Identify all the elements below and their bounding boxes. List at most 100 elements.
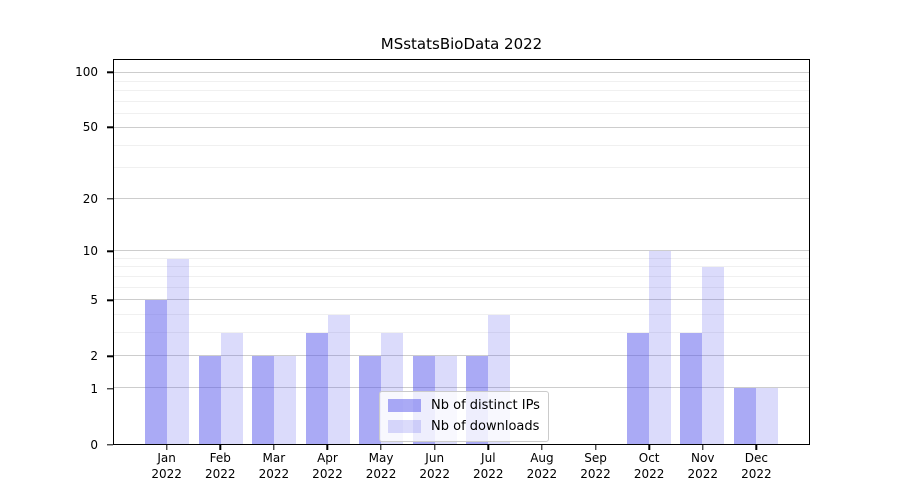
x-tick-label-nov-2022: Nov 2022 bbox=[687, 451, 718, 482]
y-tick-mark-10 bbox=[107, 250, 113, 253]
bar-apr-2022-nb-of-distinct-ips bbox=[305, 332, 328, 444]
gridline-major-100 bbox=[114, 72, 809, 74]
x-tick-label-oct-2022: Oct 2022 bbox=[634, 451, 665, 482]
y-axis-labels: 100 50 20 10 5 2 1 0 bbox=[0, 59, 106, 452]
x-tick-label-jan-2022: Jan 2022 bbox=[151, 451, 182, 482]
y-tick-label-100: 100 bbox=[75, 65, 98, 80]
y-tick-label-0: 0 bbox=[90, 438, 98, 452]
bar-feb-2022-nb-of-distinct-ips bbox=[198, 355, 221, 444]
x-axis-labels: Jan 2022 Feb 2022 Mar 2022 Apr 2022 May 2022 Jun 20… bbox=[113, 451, 810, 491]
y-tick-label-10: 10 bbox=[82, 244, 98, 259]
x-label-year: 2022 bbox=[580, 466, 611, 481]
legend-row-nb-of-downloads: Nb of downloads bbox=[388, 419, 540, 434]
x-tick-label-aug-2022: Aug 2022 bbox=[527, 451, 558, 482]
x-tick-mark-jan bbox=[165, 445, 168, 450]
x-label-month: Jan bbox=[157, 451, 176, 465]
legend-row-nb-of-distinct-ips: Nb of distinct IPs bbox=[388, 398, 540, 413]
y-tick-mark-20 bbox=[107, 198, 113, 200]
x-label-year: 2022 bbox=[312, 466, 343, 481]
x-label-year: 2022 bbox=[419, 466, 450, 481]
x-label-month: May bbox=[368, 451, 394, 465]
y-tick-mark-5 bbox=[107, 299, 113, 301]
x-label-month: Oct bbox=[638, 451, 660, 465]
bar-may-2022-nb-of-distinct-ips bbox=[359, 355, 382, 444]
gridline-minor-3 bbox=[114, 331, 809, 333]
gridline-minor-9 bbox=[114, 258, 809, 259]
gridline-major-2 bbox=[114, 354, 809, 356]
x-tick-label-dec-2022: Dec 2022 bbox=[741, 451, 772, 482]
gridline-minor-7 bbox=[114, 275, 809, 277]
y-axis-ticks bbox=[107, 59, 113, 446]
y-tick-label-5: 5 bbox=[90, 293, 98, 308]
bar-nov-2022-nb-of-downloads bbox=[702, 267, 725, 444]
bar-oct-2022-nb-of-downloads bbox=[648, 251, 671, 444]
y-tick-label-50: 50 bbox=[82, 120, 98, 135]
y-tick-mark-2 bbox=[107, 355, 113, 357]
bar-jan-2022-nb-of-distinct-ips bbox=[145, 300, 168, 444]
x-tick-label-feb-2022: Feb 2022 bbox=[205, 451, 236, 482]
y-tick-mark-50 bbox=[107, 126, 113, 129]
gridline-minor-60 bbox=[114, 112, 809, 114]
x-tick-mark-nov bbox=[702, 445, 704, 450]
x-label-month: Nov bbox=[691, 451, 715, 465]
x-label-month: Jun bbox=[425, 451, 445, 465]
x-label-month: Sep bbox=[584, 451, 607, 465]
x-label-year: 2022 bbox=[741, 466, 772, 481]
legend-label-nb-of-distinct-ips: Nb of distinct IPs bbox=[431, 398, 540, 413]
bar-apr-2022-nb-of-downloads bbox=[327, 314, 350, 444]
legend-swatch-nb-of-distinct-ips bbox=[388, 399, 421, 412]
x-tick-mark-may bbox=[380, 445, 382, 450]
bar-nov-2022-nb-of-distinct-ips bbox=[680, 332, 703, 444]
x-label-month: Jul bbox=[481, 451, 496, 465]
gridline-major-20 bbox=[114, 198, 809, 200]
x-tick-label-sep-2022: Sep 2022 bbox=[580, 451, 611, 482]
gridline-minor-6 bbox=[114, 286, 809, 288]
bar-oct-2022-nb-of-distinct-ips bbox=[626, 332, 649, 444]
x-tick-mark-jun bbox=[433, 445, 436, 450]
bar-feb-2022-nb-of-downloads bbox=[220, 332, 243, 444]
gridline-minor-70 bbox=[114, 100, 809, 102]
x-tick-mark-dec bbox=[755, 445, 758, 450]
x-tick-mark-sep bbox=[594, 445, 597, 450]
y-tick-label-20: 20 bbox=[82, 192, 98, 207]
y-tick-mark-0 bbox=[107, 444, 113, 446]
bar-mar-2022-nb-of-downloads bbox=[274, 355, 297, 444]
x-label-month: Mar bbox=[262, 451, 286, 465]
x-tick-label-may-2022: May 2022 bbox=[366, 451, 397, 482]
y-tick-mark-100 bbox=[107, 71, 113, 73]
x-tick-mark-jul bbox=[487, 445, 489, 450]
x-label-month: Apr bbox=[317, 451, 338, 465]
gridline-major-10 bbox=[114, 250, 809, 252]
x-tick-mark-apr bbox=[326, 445, 329, 450]
bar-mar-2022-nb-of-distinct-ips bbox=[252, 355, 275, 444]
x-label-year: 2022 bbox=[204, 466, 236, 481]
gridline-minor-8 bbox=[114, 266, 809, 268]
legend-swatch-nb-of-downloads bbox=[388, 420, 421, 433]
legend-label-nb-of-downloads: Nb of downloads bbox=[431, 419, 540, 434]
x-label-year: 2022 bbox=[473, 466, 504, 481]
x-label-year: 2022 bbox=[365, 466, 397, 481]
gridline-major-1 bbox=[114, 387, 809, 389]
x-tick-label-jul-2022: Jul 2022 bbox=[473, 451, 504, 482]
y-tick-label-1: 1 bbox=[90, 382, 98, 397]
x-tick-mark-mar bbox=[273, 445, 275, 450]
x-label-month: Feb bbox=[209, 451, 231, 465]
bar-dec-2022-nb-of-downloads bbox=[755, 388, 778, 444]
x-label-year: 2022 bbox=[151, 466, 182, 481]
x-label-year: 2022 bbox=[258, 466, 290, 481]
bar-dec-2022-nb-of-distinct-ips bbox=[733, 388, 756, 444]
x-label-month: Aug bbox=[530, 451, 554, 465]
x-tick-mark-oct bbox=[648, 445, 650, 450]
plot-area: Nb of distinct IPs Nb of downloads bbox=[113, 59, 810, 445]
x-axis-ticks bbox=[113, 445, 810, 450]
bar-jan-2022-nb-of-downloads bbox=[167, 259, 190, 444]
y-tick-mark-1 bbox=[107, 388, 113, 390]
x-label-year: 2022 bbox=[526, 466, 558, 481]
gridline-minor-4 bbox=[114, 313, 809, 315]
x-tick-mark-aug bbox=[541, 445, 543, 450]
x-label-year: 2022 bbox=[633, 466, 665, 481]
x-tick-label-mar-2022: Mar 2022 bbox=[259, 451, 290, 482]
x-label-year: 2022 bbox=[687, 466, 719, 481]
x-label-month: Dec bbox=[744, 451, 768, 465]
